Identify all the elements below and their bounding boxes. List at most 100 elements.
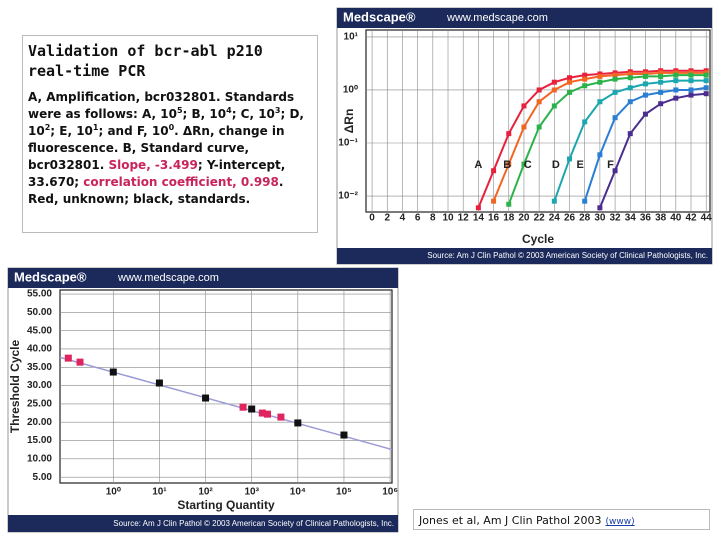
point: [642, 81, 648, 87]
link[interactable]: (www): [605, 517, 635, 527]
point: [658, 89, 664, 95]
point: [491, 168, 497, 174]
point: [491, 198, 497, 204]
body-text: 2: [44, 123, 51, 132]
x-tick-label: 44: [701, 213, 713, 224]
body-text: ; D, 10: [28, 107, 304, 138]
x-tick-label: 8: [430, 213, 436, 224]
x-tick-label: 18: [503, 213, 515, 224]
point: [294, 419, 302, 427]
y-tick-label: 45.00: [27, 325, 52, 336]
x-axis-title: Cycle: [522, 232, 554, 246]
x-tick-label: 10³: [244, 487, 259, 498]
point: [597, 99, 603, 105]
series-line: [507, 74, 707, 205]
y-tick-label: 50.00: [27, 307, 52, 318]
x-tick-label: 12: [458, 213, 470, 224]
body-text: 0: [168, 123, 175, 132]
x-tick-label: 28: [579, 213, 591, 224]
x-tick-label: 4: [400, 213, 406, 224]
y-axis-title: Threshold Cycle: [8, 339, 22, 433]
y-tick-label: 10⁰: [343, 85, 358, 96]
body-text: 1: [92, 123, 99, 132]
point: [239, 403, 247, 411]
chart-footer: [337, 248, 712, 264]
x-tick-label: 10⁶: [382, 487, 398, 498]
point: [536, 99, 542, 105]
x-tick-label: 32: [610, 213, 622, 224]
body-text: Slope, -3.499: [108, 158, 198, 172]
y-tick-label: 40.00: [27, 344, 52, 355]
y-tick-label: 5.00: [33, 472, 53, 483]
x-tick-label: 42: [685, 213, 697, 224]
point: [688, 72, 694, 78]
x-tick-label: 14: [473, 213, 485, 224]
x-tick-label: 6: [415, 213, 421, 224]
x-tick-label: 30: [594, 213, 606, 224]
x-tick-label: 38: [655, 213, 667, 224]
x-tick-label: 16: [488, 213, 500, 224]
point: [567, 89, 573, 95]
header-logo: Medscape®: [14, 269, 87, 284]
point: [658, 70, 664, 76]
x-axis-title: Starting Quantity: [177, 498, 275, 512]
x-tick-label: 36: [640, 213, 652, 224]
x-tick-label: 20: [518, 213, 530, 224]
point: [76, 358, 84, 366]
header-logo: Medscape®: [343, 9, 416, 24]
body-text: correlation coefficient, 0.998: [83, 175, 279, 189]
x-tick-label: 10⁰: [106, 487, 121, 498]
point: [506, 131, 512, 137]
body-text: ; E, 10: [50, 124, 93, 138]
point: [521, 103, 527, 109]
annotation: A: [474, 159, 482, 171]
series-line: [598, 92, 707, 209]
x-tick-label: 34: [625, 213, 637, 224]
body-text: ; Y-intercept, 33.670;: [28, 158, 286, 189]
point: [277, 413, 285, 421]
slide-title: Validation of bcr-abl p210 real-time PCR: [28, 42, 263, 80]
point: [673, 72, 679, 78]
point: [627, 85, 633, 91]
body-text: ; B, 10: [182, 107, 227, 121]
header-url: www.medscape.com: [446, 12, 548, 24]
point: [567, 79, 573, 85]
point: [612, 115, 618, 121]
x-tick-label: 26: [564, 213, 576, 224]
body-text: 4: [226, 106, 232, 115]
y-axis-title: ΔRn: [342, 109, 356, 134]
point: [673, 87, 679, 93]
point: [536, 87, 542, 93]
annotation: D: [552, 159, 560, 171]
point: [597, 152, 603, 158]
y-tick-label: 25.00: [27, 399, 52, 410]
point: [506, 161, 512, 167]
point: [582, 72, 588, 78]
point: [567, 156, 573, 162]
point: [688, 87, 694, 93]
point: [612, 89, 618, 95]
x-tick-label: 10⁴: [290, 487, 306, 498]
y-tick-label: 10⁻²: [338, 191, 358, 202]
text-box: Validation of bcr-abl p210 real-time PCR…: [22, 35, 318, 233]
citation-box: Jones et al, Am J Clin Pathol 2003 (www): [413, 509, 710, 530]
point: [612, 72, 618, 78]
point: [658, 101, 664, 107]
x-tick-label: 10²: [198, 487, 213, 498]
point: [703, 91, 709, 97]
point: [475, 205, 481, 211]
point: [703, 78, 709, 84]
point: [248, 405, 256, 413]
y-tick-label: 15.00: [27, 435, 52, 446]
x-tick-label: 10¹: [152, 487, 167, 498]
point: [627, 99, 633, 105]
point: [642, 73, 648, 79]
point: [582, 83, 588, 89]
chart-header: [337, 8, 712, 28]
point: [582, 198, 588, 204]
chart-source: Source: Am J Clin Pathol © 2003 American…: [113, 519, 394, 528]
point: [582, 119, 588, 125]
chart-source: Source: Am J Clin Pathol © 2003 American…: [427, 251, 708, 260]
